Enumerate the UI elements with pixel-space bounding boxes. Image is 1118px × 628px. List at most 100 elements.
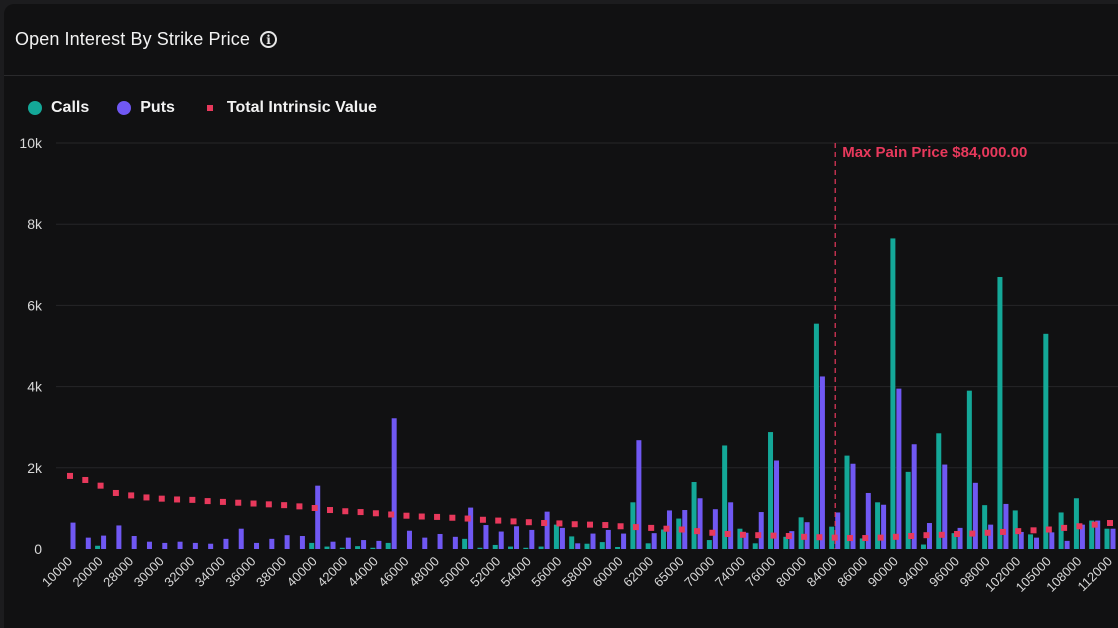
puts-bar: [422, 537, 428, 549]
calls-bar: [508, 546, 514, 549]
intrinsic-point: [571, 521, 578, 528]
intrinsic-point: [1045, 526, 1052, 533]
x-tick-label: 74000: [712, 554, 748, 590]
calls-bar: [905, 471, 911, 549]
legend-item-intrinsic[interactable]: Total Intrinsic Value: [203, 99, 377, 117]
puts-bar: [835, 512, 841, 549]
intrinsic-point: [694, 528, 701, 535]
intrinsic-point: [525, 519, 532, 526]
puts-bar: [651, 533, 657, 549]
intrinsic-point: [357, 509, 364, 516]
y-tick-label: 4k: [27, 379, 43, 395]
puts-bar: [590, 533, 596, 549]
intrinsic-point: [327, 507, 333, 514]
puts-bar: [254, 542, 260, 549]
x-tick-label: 86000: [834, 554, 870, 590]
intrinsic-point: [1015, 528, 1022, 535]
x-tick-label: 32000: [161, 554, 197, 590]
intrinsic-point: [1107, 520, 1113, 527]
intrinsic-point: [189, 496, 196, 503]
x-tick-label: 84000: [804, 554, 840, 590]
calls-bar: [385, 542, 391, 549]
calls-bar: [1089, 520, 1095, 549]
intrinsic-point: [235, 499, 242, 506]
x-tick-label: 90000: [865, 554, 901, 590]
intrinsic-point: [755, 532, 762, 539]
intrinsic-point: [954, 530, 961, 537]
puts-bar: [1018, 531, 1024, 549]
intrinsic-point: [617, 523, 624, 530]
calls-bar: [737, 528, 743, 549]
x-tick-label: 46000: [375, 554, 411, 590]
intrinsic-point: [724, 530, 731, 537]
x-tick-label: 96000: [926, 554, 962, 590]
puts-bar: [1034, 537, 1040, 549]
puts-bar: [1079, 524, 1085, 549]
calls-bar: [477, 547, 483, 549]
calls-bar: [813, 323, 819, 549]
puts-bar: [728, 502, 734, 549]
intrinsic-point: [785, 533, 792, 540]
puts-bar: [911, 444, 917, 549]
intrinsic-point: [877, 534, 884, 541]
calls-bar: [1043, 333, 1049, 549]
calls-bar: [920, 544, 926, 549]
calls-bar: [309, 542, 315, 549]
puts-bar: [881, 504, 887, 549]
intrinsic-point: [541, 520, 548, 527]
x-tick-label: 62000: [620, 554, 656, 590]
y-tick-label: 2k: [27, 460, 43, 476]
puts-bar: [437, 533, 443, 549]
legend-item-calls[interactable]: Calls: [28, 99, 89, 117]
intrinsic-point: [587, 521, 593, 528]
intrinsic-point: [403, 512, 410, 519]
puts-bar: [162, 542, 168, 549]
calls-bar: [966, 390, 972, 549]
intrinsic-point: [158, 495, 165, 502]
puts-bar: [269, 538, 275, 549]
calls-bar: [569, 536, 575, 549]
puts-bar: [406, 530, 412, 549]
puts-bar: [498, 531, 504, 549]
puts-bar: [621, 533, 627, 549]
calls-bar: [768, 432, 774, 549]
puts-bar: [345, 537, 351, 549]
calls-bar: [997, 276, 1003, 549]
info-icon[interactable]: i: [260, 31, 277, 48]
puts-bar: [208, 543, 214, 549]
puts-bar: [896, 388, 902, 549]
intrinsic-point: [831, 534, 838, 541]
intrinsic-point: [82, 476, 89, 483]
puts-bar: [1003, 503, 1009, 549]
intrinsic-point: [281, 502, 288, 509]
calls-bar: [462, 538, 468, 549]
y-tick-label: 8k: [27, 216, 43, 232]
legend-label-intrinsic: Total Intrinsic Value: [226, 99, 377, 116]
x-tick-label: 40000: [284, 554, 320, 590]
puts-bar: [942, 464, 948, 549]
calls-bar: [324, 546, 330, 549]
x-tick-label: 52000: [467, 554, 503, 590]
puts-swatch: [117, 101, 132, 115]
legend-item-puts[interactable]: Puts: [117, 99, 175, 117]
intrinsic-point: [801, 533, 808, 540]
intrinsic-point: [449, 514, 456, 521]
intrinsic-point: [969, 530, 976, 537]
puts-bar: [452, 536, 458, 549]
calls-bar: [599, 542, 605, 549]
x-tick-label: 48000: [406, 554, 442, 590]
puts-bar: [391, 418, 397, 549]
puts-bar: [483, 525, 489, 549]
intrinsic-point: [250, 500, 257, 507]
intrinsic-point: [739, 531, 746, 538]
calls-bar: [676, 518, 682, 549]
intrinsic-point: [97, 482, 104, 489]
calls-bar: [615, 546, 621, 549]
puts-bar: [697, 498, 703, 549]
intrinsic-point: [495, 517, 502, 524]
calls-bar: [936, 433, 942, 549]
puts-bar: [192, 542, 198, 549]
intrinsic-point: [388, 511, 395, 518]
intrinsic-point: [464, 515, 471, 522]
